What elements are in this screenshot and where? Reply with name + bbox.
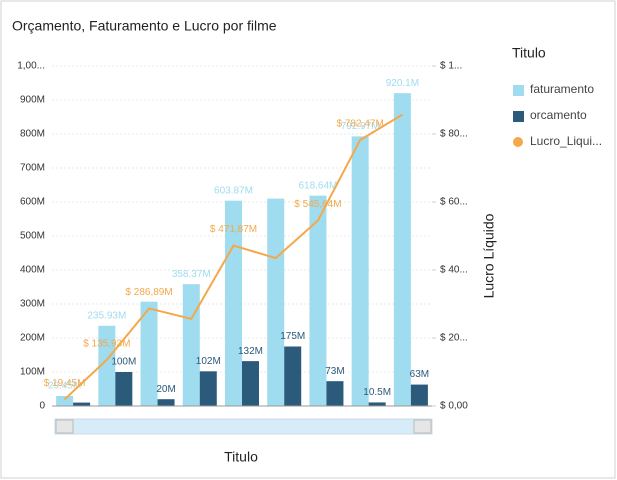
- legend-label: Lucro_Liqui...: [530, 134, 602, 148]
- data-label: $ 545,64M: [294, 199, 341, 210]
- x-axis-title: Titulo: [224, 449, 258, 465]
- bar: [284, 346, 302, 406]
- data-label: 132M: [238, 346, 263, 357]
- y2-tick-label: $ 60...: [440, 197, 468, 208]
- data-label: 618.64M: [298, 180, 337, 191]
- bar: [56, 395, 74, 406]
- y-tick-label: 800M: [20, 129, 45, 140]
- data-label: 102M: [196, 356, 221, 367]
- y2-tick-label: $ 40...: [440, 265, 468, 276]
- data-label: $ 782,47M: [337, 119, 384, 130]
- bar: [267, 198, 285, 406]
- data-label: 792.97M: [341, 121, 380, 132]
- bar: [393, 93, 411, 406]
- bar: [157, 399, 175, 406]
- bar: [351, 136, 369, 406]
- bar: [115, 372, 133, 406]
- scroll-handle[interactable]: [413, 419, 432, 434]
- data-label: 100M: [111, 357, 136, 368]
- data-label: $ 286,89M: [125, 287, 172, 298]
- y-tick-label: 700M: [20, 163, 45, 174]
- data-label: 235.93M: [87, 310, 126, 321]
- bar: [309, 195, 327, 406]
- legend-marker: [513, 85, 524, 96]
- scroll-handle[interactable]: [55, 419, 74, 434]
- data-label: 10.5M: [363, 387, 391, 398]
- data-label: $ 471,87M: [210, 224, 257, 235]
- bar: [199, 371, 217, 406]
- data-label: 358.37M: [172, 269, 211, 280]
- data-label: 29.45M: [48, 381, 81, 392]
- legend-marker: [513, 137, 523, 147]
- data-label: 63M: [410, 369, 429, 380]
- y-tick-label: 300M: [20, 299, 45, 310]
- y2-tick-label: $ 80...: [440, 129, 468, 140]
- data-label: 920.1M: [386, 78, 419, 89]
- bar: [98, 325, 116, 406]
- legend-marker: [513, 111, 524, 122]
- scroll-track: [54, 418, 433, 435]
- bar: [73, 402, 91, 406]
- y2-tick-label: $ 1...: [440, 61, 462, 72]
- data-label: $ 135,93M: [83, 338, 130, 349]
- y-tick-label: 500M: [20, 231, 45, 242]
- y-tick-label: 200M: [20, 333, 45, 344]
- legend-title: Titulo: [512, 45, 546, 61]
- bar: [182, 284, 200, 406]
- bar: [140, 301, 158, 406]
- y-tick-label: 600M: [20, 197, 45, 208]
- bar: [368, 402, 386, 406]
- y-tick-label: 1,00...: [17, 61, 45, 72]
- y-tick-label: 400M: [20, 265, 45, 276]
- data-label: $ 19,45M: [44, 378, 86, 389]
- bar: [242, 361, 259, 406]
- legend-label: faturamento: [530, 82, 594, 96]
- y-tick-label: 900M: [20, 95, 45, 106]
- data-label: 20M: [156, 384, 175, 395]
- y2-tick-label: $ 20...: [440, 333, 468, 344]
- legend-label: orcamento: [530, 108, 587, 122]
- bar: [410, 384, 428, 406]
- chart-title: Orçamento, Faturamento e Lucro por filme: [12, 18, 277, 34]
- scrollbar[interactable]: [54, 418, 433, 435]
- y2-tick-label: $ 0,00: [440, 401, 468, 412]
- bar: [326, 381, 344, 406]
- line: [63, 113, 403, 401]
- y-tick-label: 100M: [20, 367, 45, 378]
- y-tick-label: 0: [39, 401, 45, 412]
- data-label: 603.87M: [214, 185, 253, 196]
- y2-axis-title: Lucro Líquido: [481, 213, 497, 298]
- data-label: 175M: [280, 331, 305, 342]
- data-label: 73M: [325, 366, 344, 377]
